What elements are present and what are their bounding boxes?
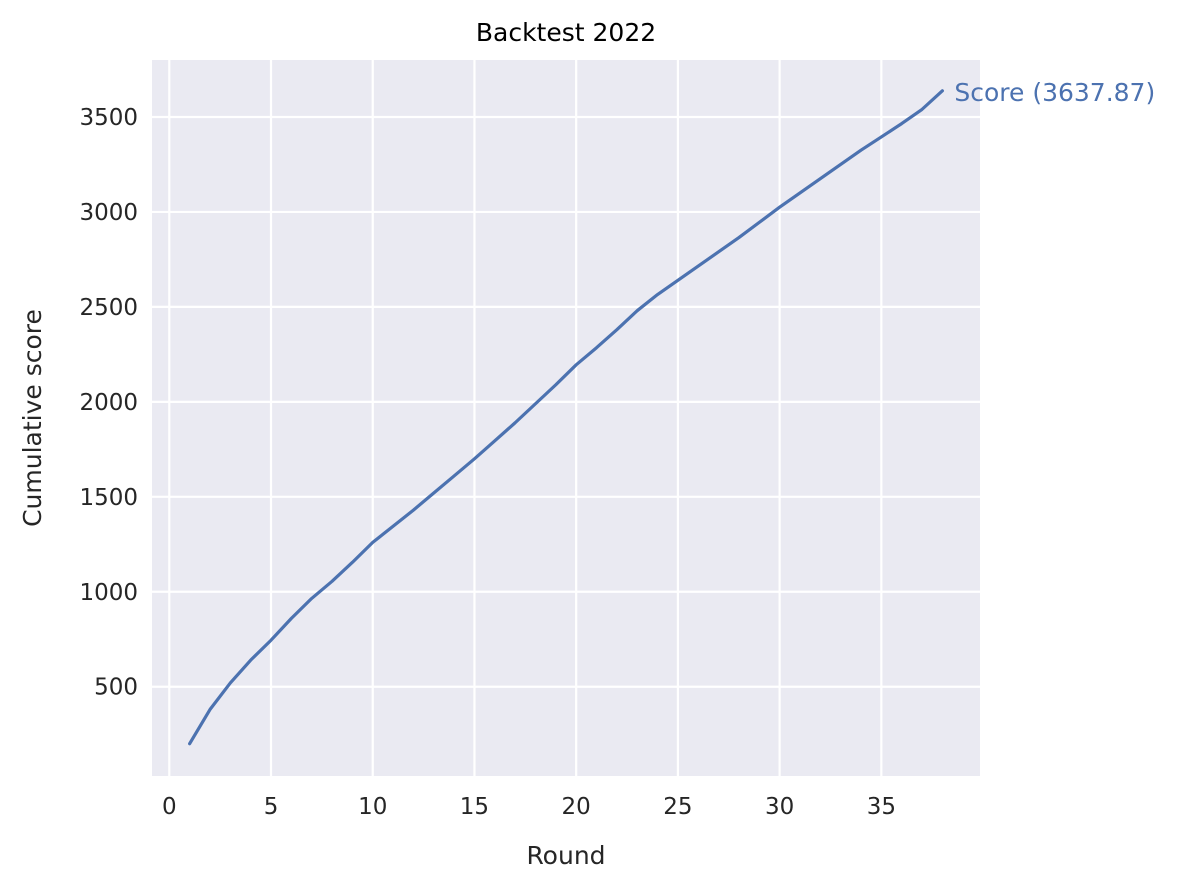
series-end-label: Score (3637.87) xyxy=(954,78,1155,107)
x-tick-label: 20 xyxy=(562,794,591,820)
y-tick-label: 1500 xyxy=(79,485,138,511)
chart-title: Backtest 2022 xyxy=(476,18,656,47)
y-gridlines xyxy=(152,115,980,688)
x-tick-label: 10 xyxy=(358,794,387,820)
x-tick-label: 15 xyxy=(460,794,489,820)
x-tick-labels: 0 5 10 15 20 25 30 35 xyxy=(162,794,896,820)
x-tick-label: 30 xyxy=(765,794,794,820)
x-axis-label: Round xyxy=(526,841,605,870)
y-tick-label: 3000 xyxy=(79,200,138,226)
plot-area xyxy=(152,60,980,776)
y-tick-label: 1000 xyxy=(79,580,138,606)
x-gridlines xyxy=(168,60,883,776)
y-tick-label: 2000 xyxy=(79,390,138,416)
y-axis-label: Cumulative score xyxy=(18,309,47,527)
series-layer: Score (3637.87) xyxy=(188,78,1155,746)
y-tick-label: 2500 xyxy=(79,295,138,321)
score-series-line xyxy=(188,89,944,746)
y-tick-label: 500 xyxy=(94,675,138,701)
x-tick-label: 5 xyxy=(264,794,279,820)
x-tick-label: 35 xyxy=(867,794,896,820)
y-tick-label: 3500 xyxy=(79,105,138,131)
x-tick-label: 0 xyxy=(162,794,177,820)
x-tick-label: 25 xyxy=(663,794,692,820)
y-tick-labels: 500 1000 1500 2000 2500 3000 3500 xyxy=(79,105,138,701)
